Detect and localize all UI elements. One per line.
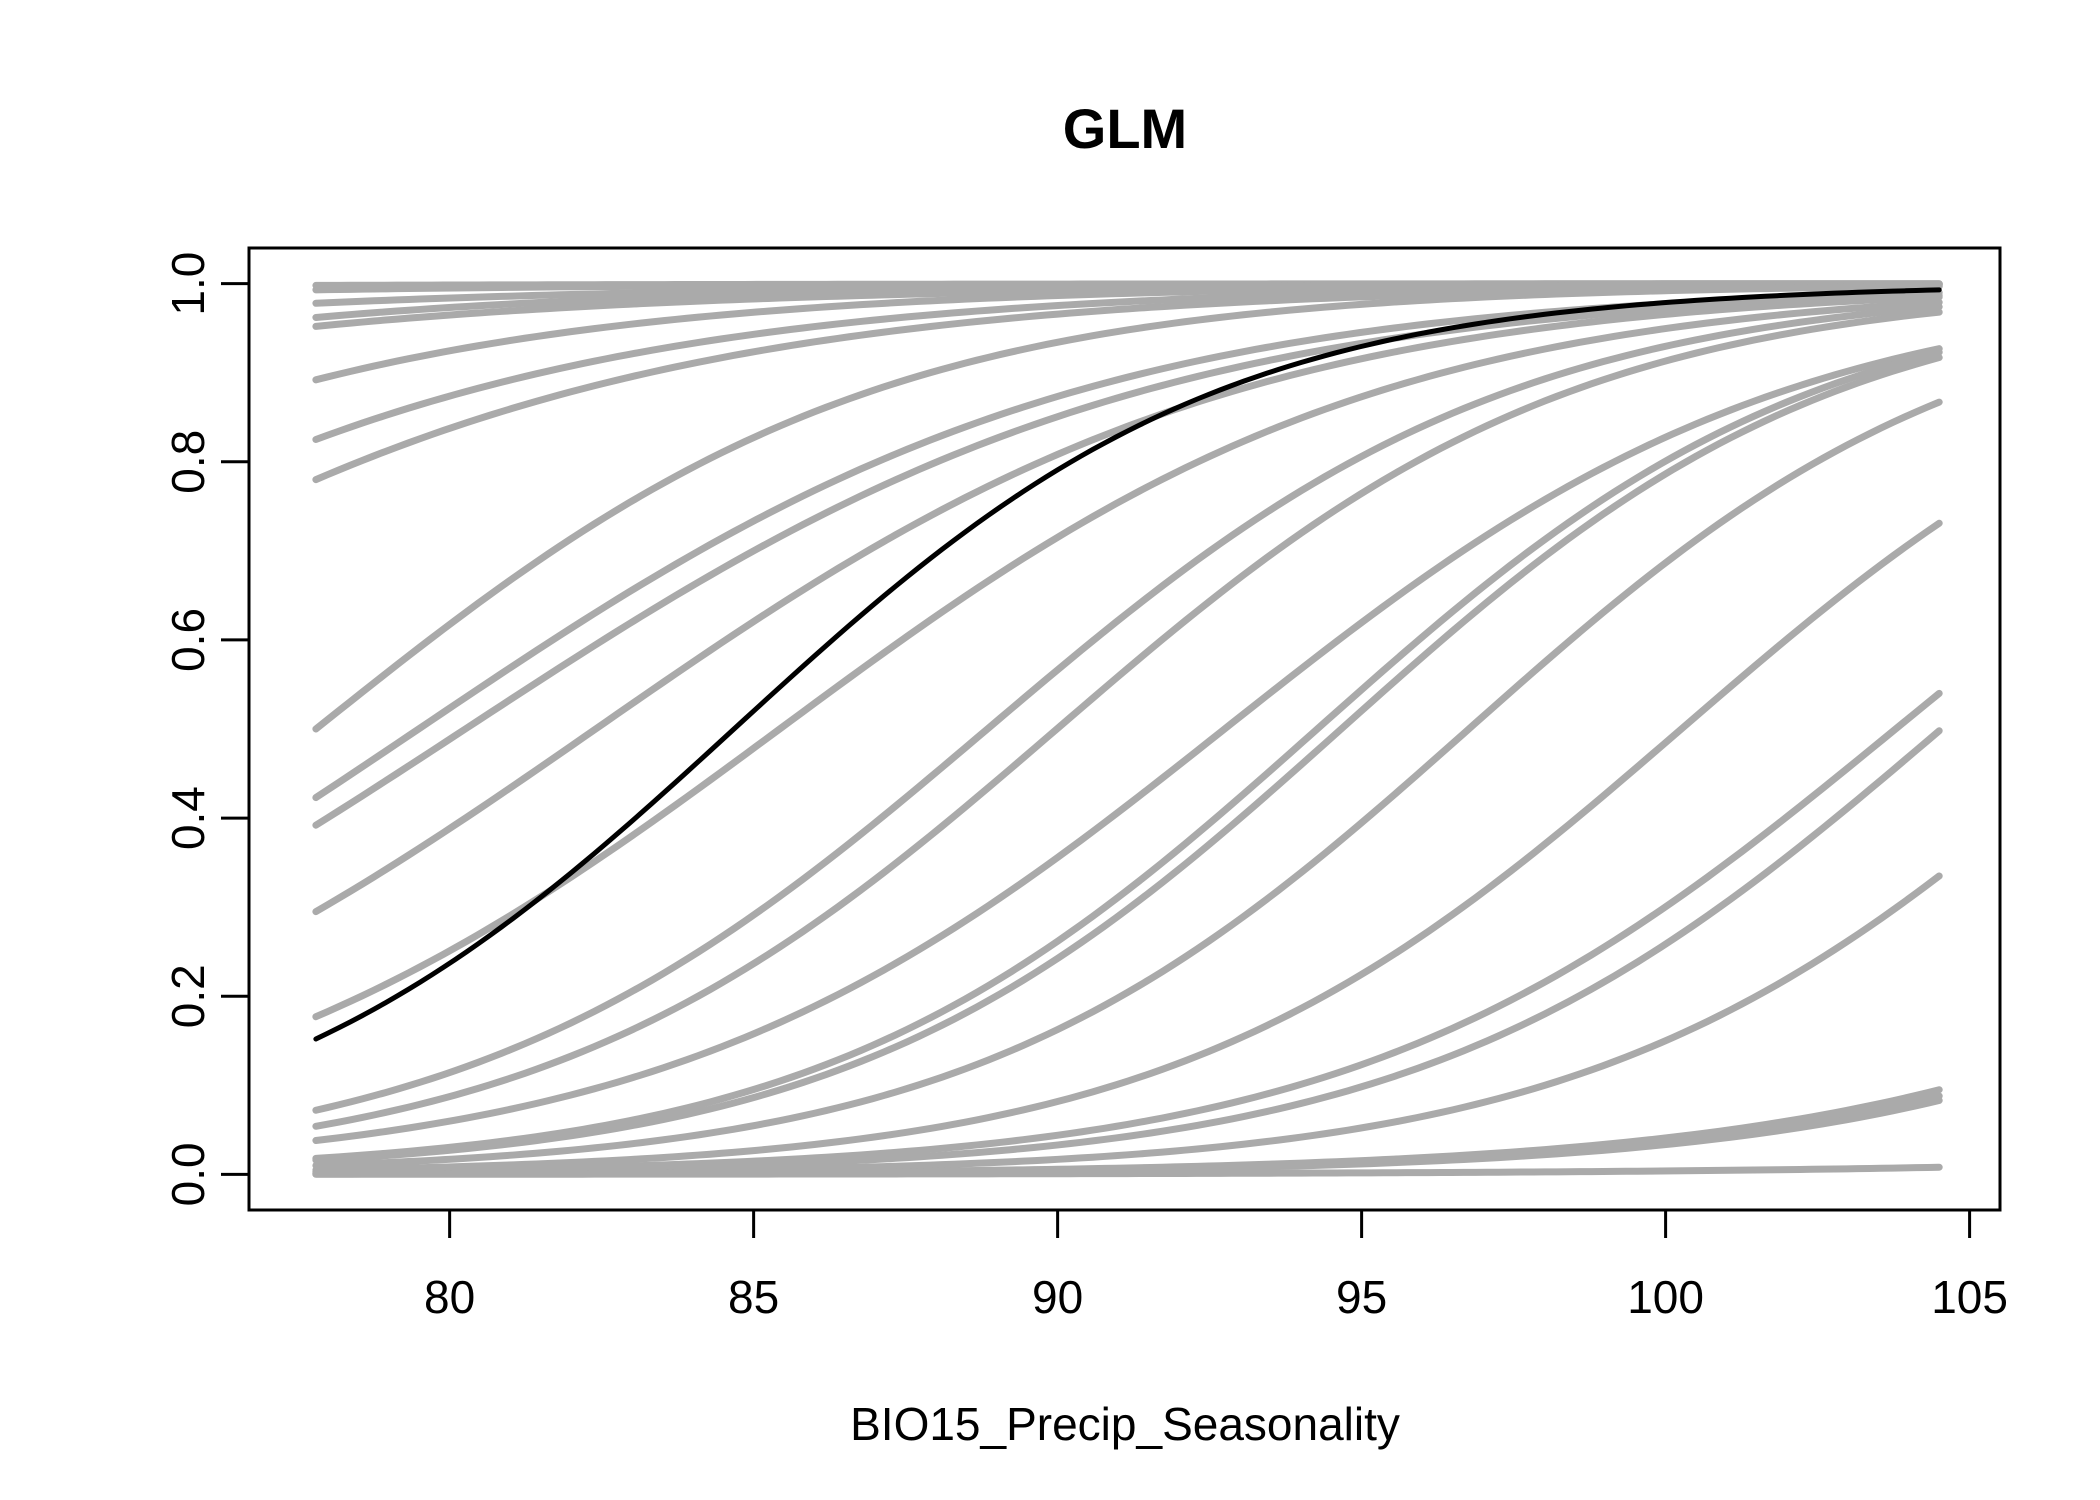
y-tick-label: 0.2 [162,964,214,1028]
x-tick-label: 95 [1336,1271,1387,1323]
y-tick-label: 1.0 [162,252,214,316]
y-tick-label: 0.0 [162,1142,214,1206]
x-tick-label: 105 [1931,1271,2008,1323]
ensemble-response-curve [312,298,1943,1021]
ensemble-response-curve [312,354,1943,1164]
plot-frame [247,246,2002,1212]
y-tick-label: 0.8 [162,430,214,494]
ensemble-response-curve [312,303,1943,1114]
ensemble-response-curve [312,519,1943,1174]
x-axis-title: BIO15_Precip_Seasonality [850,1398,1400,1450]
x-tick-label: 80 [424,1271,475,1323]
y-tick-label: 0.4 [162,786,214,850]
ensemble-response-curve [312,291,1943,829]
ensemble-response-curve [312,398,1943,1169]
x-tick-label: 85 [728,1271,779,1323]
x-tick-label: 100 [1627,1271,1704,1323]
ensemble-response-curve [312,345,1943,1145]
ensemble-response-curve [312,308,1943,1130]
chart-title: GLM [1063,97,1187,160]
y-tick-label: 0.6 [162,608,214,672]
ensemble-response-curve [312,282,1943,733]
ensemble-response-curve [312,348,1943,1162]
response-curves [312,280,1943,1178]
ensemble-response-curve [312,1163,1943,1178]
mean-response-curve [313,287,1942,1042]
ensemble-response-curve [312,293,1943,916]
x-tick-label: 90 [1032,1271,1083,1323]
